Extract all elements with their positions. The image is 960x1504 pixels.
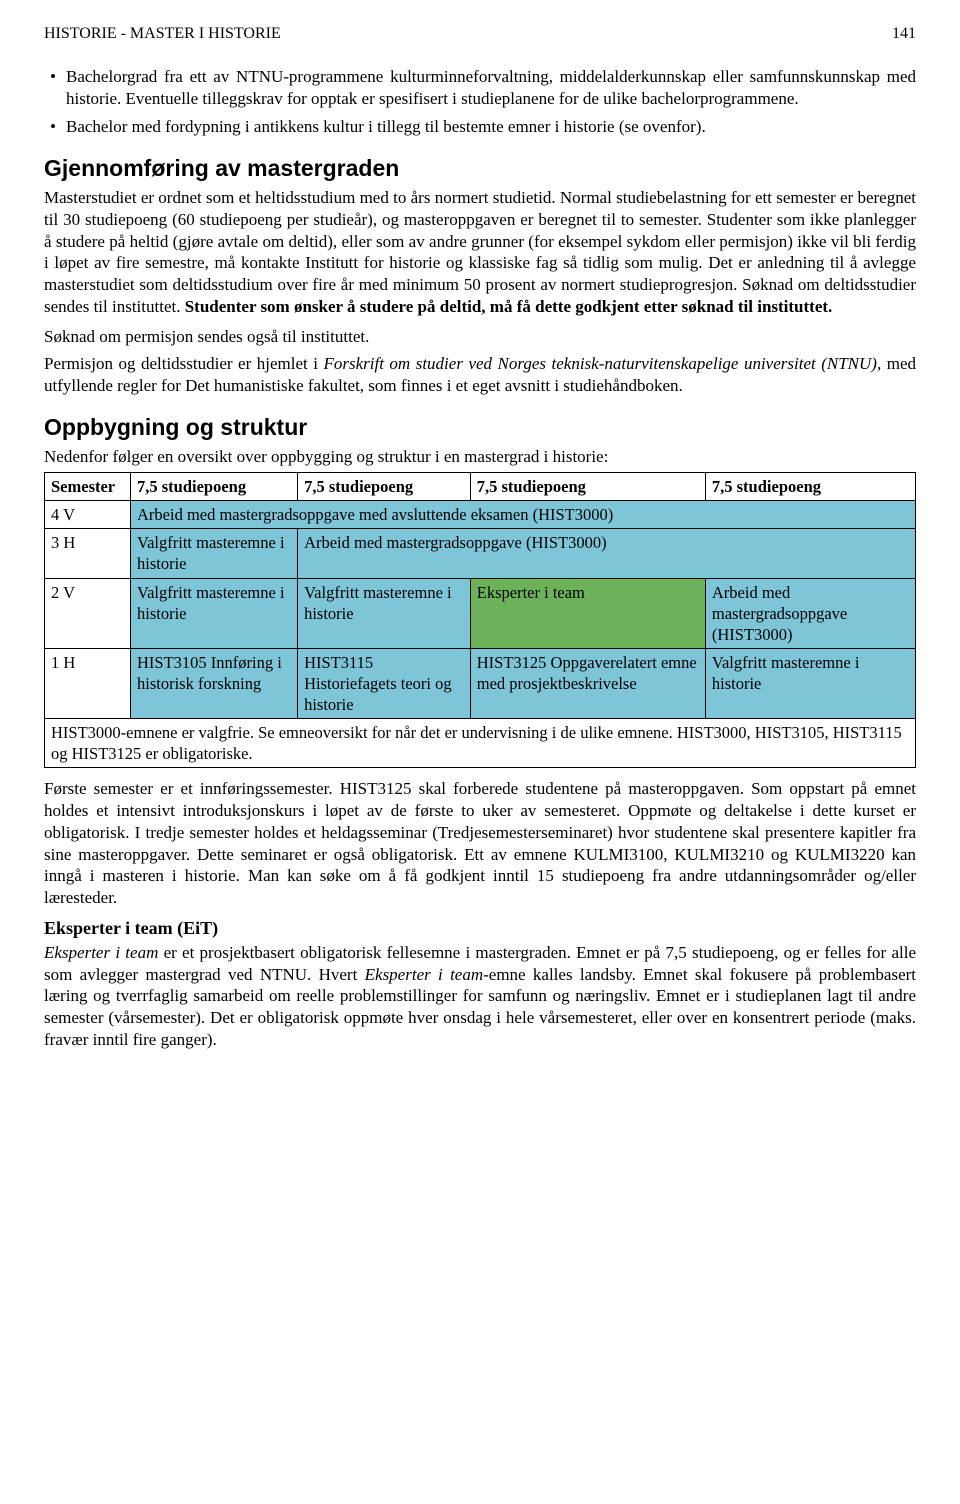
section1-p1: Masterstudiet er ordnet som et heltidsst… bbox=[44, 187, 916, 318]
table-header: 7,5 studiepoeng bbox=[298, 473, 471, 501]
section1-p3a: Permisjon og deltidsstudier er hjemlet i bbox=[44, 354, 323, 373]
structure-table: Semester 7,5 studiepoeng 7,5 studiepoeng… bbox=[44, 472, 916, 768]
table-row: 3 H Valgfritt masteremne i historie Arbe… bbox=[45, 529, 916, 578]
table-header-row: Semester 7,5 studiepoeng 7,5 studiepoeng… bbox=[45, 473, 916, 501]
table-header: 7,5 studiepoeng bbox=[131, 473, 298, 501]
bullet-dot-icon: • bbox=[50, 66, 66, 110]
bullet-text: Bachelor med fordypning i antikkens kult… bbox=[66, 116, 916, 138]
header-title: HISTORIE - MASTER I HISTORIE bbox=[44, 25, 281, 42]
table-cell: Arbeid med mastergradsoppgave (HIST3000) bbox=[705, 578, 915, 648]
table-header: Semester bbox=[45, 473, 131, 501]
heading-oppbygning: Oppbygning og struktur bbox=[44, 413, 916, 442]
section1-p2: Søknad om permisjon sendes også til inst… bbox=[44, 326, 916, 348]
section2-after: Første semester er et innføringssemester… bbox=[44, 778, 916, 909]
intro-bullets: • Bachelorgrad fra ett av NTNU-programme… bbox=[50, 66, 916, 137]
section3-p1c: Eksperter i team bbox=[365, 965, 483, 984]
table-row: 4 V Arbeid med mastergradsoppgave med av… bbox=[45, 501, 916, 529]
table-footer: HIST3000-emnene er valgfrie. Se emneover… bbox=[45, 719, 916, 768]
section3-p1a: Eksperter i team bbox=[44, 943, 158, 962]
bullet-item: • Bachelor med fordypning i antikkens ku… bbox=[50, 116, 916, 138]
table-cell: HIST3105 Innføring i historisk forskning bbox=[131, 648, 298, 718]
page-header: HISTORIE - MASTER I HISTORIE 141 bbox=[44, 24, 916, 44]
table-header: 7,5 studiepoeng bbox=[470, 473, 705, 501]
heading-gjennomforing: Gjennomføring av mastergraden bbox=[44, 154, 916, 183]
table-header: 7,5 studiepoeng bbox=[705, 473, 915, 501]
table-cell: Valgfritt masteremne i historie bbox=[705, 648, 915, 718]
table-cell: Valgfritt masteremne i historie bbox=[131, 578, 298, 648]
semester-cell: 1 H bbox=[45, 648, 131, 718]
section1-p1-bold: Studenter som ønsker å studere på deltid… bbox=[185, 297, 833, 316]
semester-cell: 2 V bbox=[45, 578, 131, 648]
table-cell: HIST3115 Historiefagets teori og histori… bbox=[298, 648, 471, 718]
section2-intro: Nedenfor følger en oversikt over oppbygg… bbox=[44, 446, 916, 468]
bullet-text: Bachelorgrad fra ett av NTNU-programmene… bbox=[66, 66, 916, 110]
table-cell: Eksperter i team bbox=[470, 578, 705, 648]
section1-p3-italic: Forskrift om studier ved Norges teknisk-… bbox=[323, 354, 876, 373]
semester-cell: 4 V bbox=[45, 501, 131, 529]
section3-p1: Eksperter i team er et prosjektbasert ob… bbox=[44, 942, 916, 1051]
table-row: 1 H HIST3105 Innføring i historisk forsk… bbox=[45, 648, 916, 718]
bullet-item: • Bachelorgrad fra ett av NTNU-programme… bbox=[50, 66, 916, 110]
table-cell: HIST3125 Oppgaverelatert emne med prosje… bbox=[470, 648, 705, 718]
table-cell: Valgfritt masteremne i historie bbox=[131, 529, 298, 578]
header-page-number: 141 bbox=[892, 24, 916, 44]
table-row: 2 V Valgfritt masteremne i historie Valg… bbox=[45, 578, 916, 648]
table-cell: Arbeid med mastergradsoppgave (HIST3000) bbox=[298, 529, 916, 578]
table-cell: Arbeid med mastergradsoppgave med avslut… bbox=[131, 501, 916, 529]
section1-p3: Permisjon og deltidsstudier er hjemlet i… bbox=[44, 353, 916, 397]
table-cell: Valgfritt masteremne i historie bbox=[298, 578, 471, 648]
table-footer-row: HIST3000-emnene er valgfrie. Se emneover… bbox=[45, 719, 916, 768]
bullet-dot-icon: • bbox=[50, 116, 66, 138]
semester-cell: 3 H bbox=[45, 529, 131, 578]
heading-eit: Eksperter i team (EiT) bbox=[44, 917, 916, 940]
